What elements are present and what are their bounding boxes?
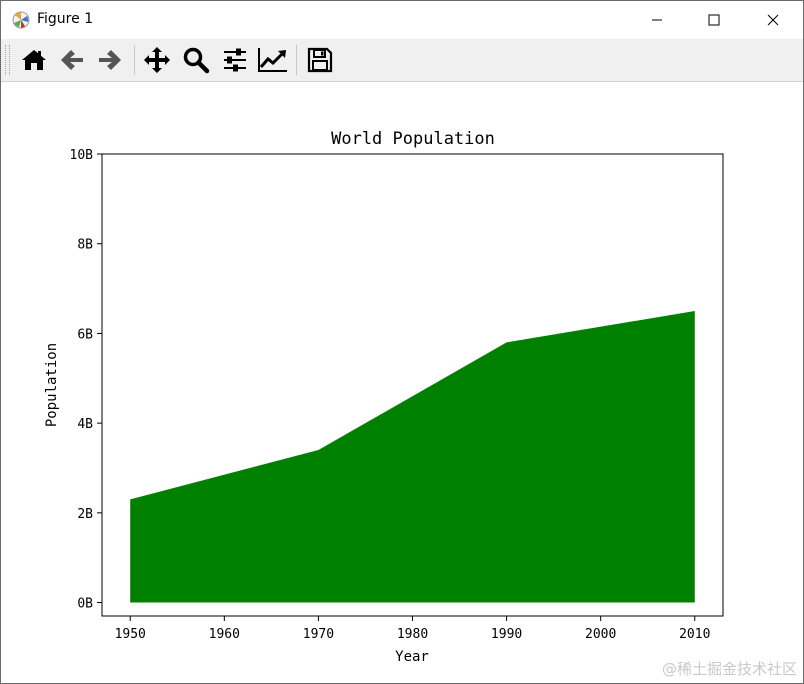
home-button[interactable]: [17, 44, 51, 76]
plot-area: [130, 310, 695, 603]
toolbar-grip: [5, 45, 10, 75]
minimize-icon: [652, 19, 662, 21]
y-tick-label: 8B: [77, 238, 93, 253]
zoom-button[interactable]: [179, 44, 213, 76]
watermark: @稀土掘金技术社区: [661, 660, 797, 678]
x-tick-label: 1950: [115, 627, 146, 642]
arrow-right-icon: [99, 50, 121, 70]
x-tick-label: 1970: [303, 627, 334, 642]
minimize-button[interactable]: [629, 1, 685, 39]
x-tick-label: 1960: [209, 627, 240, 642]
x-axis-label: Year: [395, 649, 429, 665]
maximize-icon: [708, 14, 720, 26]
x-tick-label: 2000: [585, 627, 616, 642]
toolbar-separator: [296, 45, 297, 75]
x-tick-label: 1980: [397, 627, 428, 642]
edit-axis-button[interactable]: [256, 44, 290, 76]
move-icon: [144, 47, 170, 73]
y-tick-label: 2B: [77, 507, 93, 522]
y-tick-label: 0B: [77, 597, 93, 612]
figure-canvas[interactable]: World Population 1950 1960 1970 1980 1990 200…: [1, 82, 803, 683]
y-tick-label: 4B: [77, 417, 93, 432]
x-tick-label: 1990: [491, 627, 522, 642]
arrow-left-icon: [61, 50, 83, 70]
back-button[interactable]: [55, 44, 89, 76]
matplotlib-app-icon: [12, 11, 30, 29]
floppy-icon: [307, 47, 333, 73]
toolbar-separator: [134, 45, 135, 75]
y-axis-label: Population: [44, 343, 60, 427]
sliders-icon: [224, 48, 246, 72]
close-button[interactable]: [745, 1, 801, 39]
x-axis: 1950 1960 1970 1980 1990 2000 2010: [115, 616, 710, 642]
configure-subplots-button[interactable]: [218, 44, 252, 76]
x-tick-label: 2010: [679, 627, 710, 642]
title-bar[interactable]: Figure 1: [1, 1, 803, 39]
area-chart: World Population 1950 1960 1970 1980 1990 200…: [44, 129, 724, 665]
line-chart-icon: [258, 48, 287, 72]
navigation-toolbar: [1, 39, 803, 82]
window-title: Figure 1: [37, 11, 94, 27]
magnifier-icon: [183, 47, 210, 74]
y-tick-label: 6B: [77, 327, 93, 342]
save-button[interactable]: [303, 44, 337, 76]
home-icon: [22, 50, 46, 70]
y-tick-label: 10B: [70, 148, 94, 163]
pan-button[interactable]: [140, 44, 174, 76]
close-icon: [767, 14, 779, 26]
maximize-button[interactable]: [686, 1, 742, 39]
chart-title: World Population: [331, 129, 495, 149]
forward-button[interactable]: [93, 44, 127, 76]
area-series-0: [130, 310, 695, 603]
y-axis: 0B 2B 4B 6B 8B 10B: [70, 148, 102, 612]
